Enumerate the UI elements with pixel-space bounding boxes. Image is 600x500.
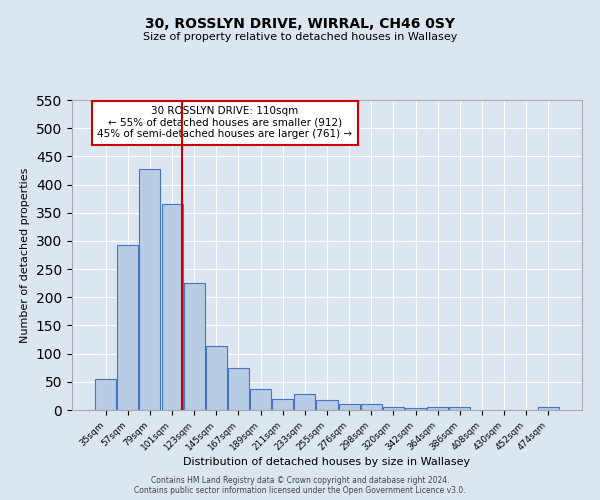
Bar (383, 407, 404, 410)
Bar (538, 407, 559, 410)
Bar (449, 407, 470, 410)
Bar (272, 398, 293, 410)
Bar (206, 346, 227, 410)
Bar (316, 400, 338, 410)
Bar (228, 368, 249, 410)
Text: Size of property relative to detached houses in Wallasey: Size of property relative to detached ho… (143, 32, 457, 42)
Text: 30, ROSSLYN DRIVE, WIRRAL, CH46 0SY: 30, ROSSLYN DRIVE, WIRRAL, CH46 0SY (145, 18, 455, 32)
Bar (338, 404, 359, 410)
Bar (427, 406, 448, 410)
Bar (361, 404, 382, 410)
Y-axis label: Number of detached properties: Number of detached properties (20, 168, 31, 342)
Bar (184, 283, 205, 410)
Text: Contains HM Land Registry data © Crown copyright and database right 2024.
Contai: Contains HM Land Registry data © Crown c… (134, 476, 466, 495)
Bar (139, 169, 160, 410)
Bar (161, 204, 182, 410)
Bar (250, 388, 271, 410)
Bar (295, 394, 316, 410)
X-axis label: Distribution of detached houses by size in Wallasey: Distribution of detached houses by size … (184, 458, 470, 468)
Text: 30 ROSSLYN DRIVE: 110sqm
← 55% of detached houses are smaller (912)
45% of semi-: 30 ROSSLYN DRIVE: 110sqm ← 55% of detach… (97, 106, 353, 140)
Bar (405, 408, 426, 410)
Bar (118, 246, 139, 410)
Bar (95, 379, 116, 410)
